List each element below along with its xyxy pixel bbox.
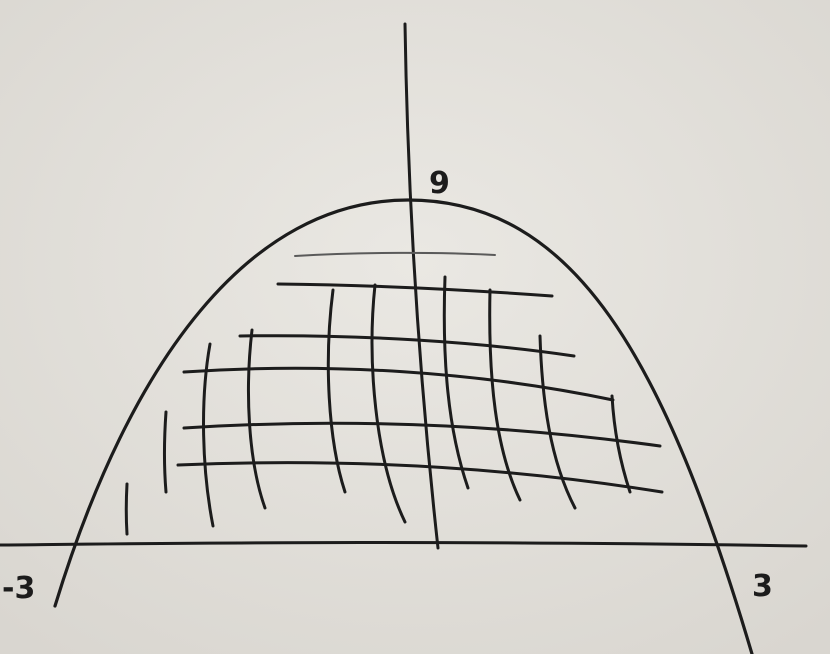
x-right-label: 3 xyxy=(752,569,773,604)
y-intercept-label: 9 xyxy=(429,166,450,201)
shade-v-line xyxy=(488,288,522,502)
shade-v-line xyxy=(326,288,347,494)
shade-v-line xyxy=(442,275,470,490)
shade-v-line xyxy=(370,283,407,524)
horizontal-shading xyxy=(176,251,664,494)
shade-v-line xyxy=(202,342,215,528)
x-left-label: -3 xyxy=(2,571,35,606)
shade-h-line xyxy=(294,251,496,257)
shade-h-line xyxy=(176,461,664,494)
y-axis xyxy=(403,22,440,550)
shade-h-line xyxy=(238,334,576,358)
shade-v-line xyxy=(247,328,267,510)
vertical-shading xyxy=(124,275,632,536)
shade-v-line xyxy=(124,482,129,536)
shade-v-line xyxy=(610,394,632,494)
x-axis xyxy=(0,540,808,548)
shade-h-line xyxy=(182,421,662,448)
parabola-curve xyxy=(53,198,754,654)
shade-v-line xyxy=(538,334,577,510)
shade-h-line xyxy=(182,366,615,402)
shade-h-line xyxy=(276,282,554,298)
shade-v-line xyxy=(163,410,168,494)
